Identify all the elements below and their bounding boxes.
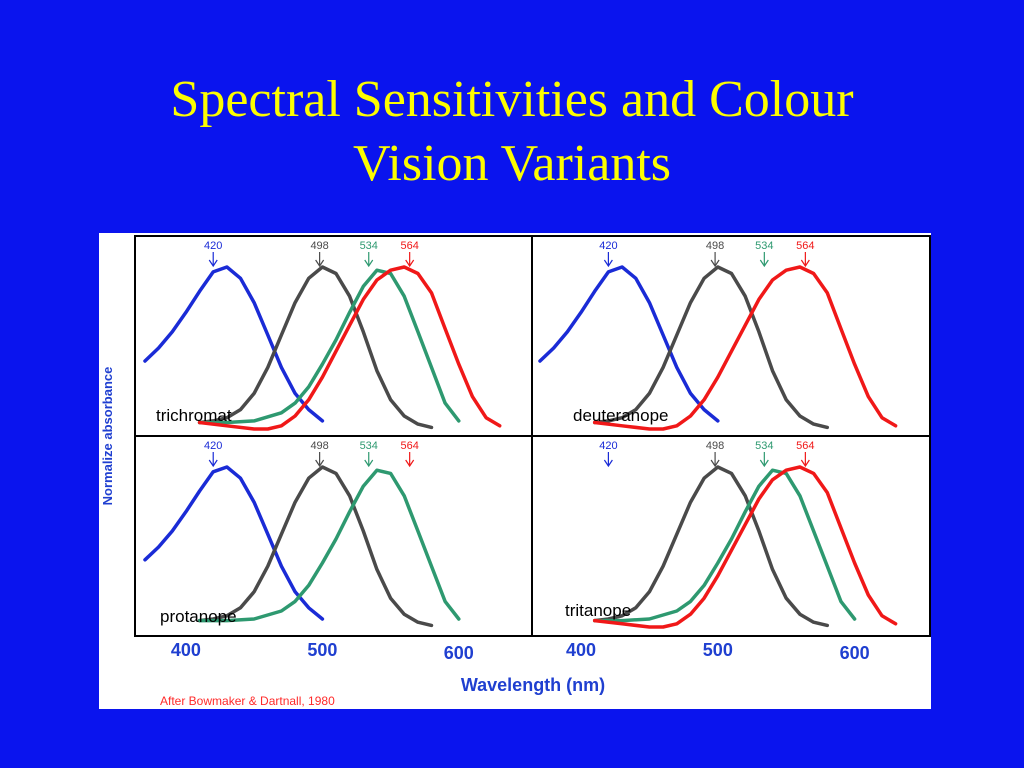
peak-arrowhead-tritanope-564 bbox=[800, 459, 810, 468]
x-tick-label-400-protanope: 400 bbox=[171, 640, 201, 660]
peak-label-tritanope-564: 564 bbox=[796, 440, 814, 452]
curve-tritanope-M bbox=[592, 468, 857, 623]
peak-label-protanope-564: 564 bbox=[400, 440, 418, 452]
peak-label-trichromat-498: 498 bbox=[310, 240, 328, 252]
peak-label-tritanope-534: 534 bbox=[755, 440, 773, 452]
x-tick-label-500-protanope: 500 bbox=[307, 640, 337, 660]
panel-name-protanope: protanope bbox=[160, 607, 237, 626]
panel-name-tritanope: tritanope bbox=[565, 601, 631, 620]
peak-arrowhead-protanope-420 bbox=[208, 459, 218, 468]
peak-label-trichromat-534: 534 bbox=[360, 240, 378, 252]
curve-protanope-rod bbox=[197, 465, 434, 628]
curve-deuteranope-rod bbox=[592, 265, 830, 430]
peak-arrowhead-tritanope-534 bbox=[759, 459, 769, 468]
curve-deuteranope-L bbox=[592, 265, 898, 431]
curve-trichromat-S bbox=[143, 265, 325, 423]
peak-arrowhead-protanope-564 bbox=[405, 459, 415, 468]
curve-trichromat-L bbox=[197, 265, 502, 431]
curve-protanope-M bbox=[197, 468, 461, 623]
peak-arrowhead-protanope-498 bbox=[315, 459, 325, 468]
peak-label-tritanope-420: 420 bbox=[599, 440, 617, 452]
panel-name-deuteranope: deuteranope bbox=[573, 406, 668, 425]
x-ticks-layer: 400 500 600 400 500 600 bbox=[171, 640, 870, 663]
curve-trichromat-rod bbox=[197, 265, 434, 430]
panel-name-trichromat: trichromat bbox=[156, 406, 232, 425]
peak-arrowhead-deuteranope-564 bbox=[800, 259, 810, 268]
peak-label-protanope-420: 420 bbox=[204, 440, 222, 452]
peak-arrowhead-trichromat-564 bbox=[405, 259, 415, 268]
peak-label-deuteranope-564: 564 bbox=[796, 240, 814, 252]
spectral-figure: 420 498 534 564 trichromat 420 498 534 564 deuter… bbox=[99, 233, 931, 709]
peak-label-deuteranope-420: 420 bbox=[599, 240, 617, 252]
peak-label-tritanope-498: 498 bbox=[706, 440, 724, 452]
peak-arrowhead-protanope-534 bbox=[364, 459, 374, 468]
peak-arrowhead-deuteranope-534 bbox=[759, 259, 769, 268]
slide-title-line-1: Spectral Sensitivities and Colour bbox=[170, 71, 854, 128]
curve-trichromat-M bbox=[197, 268, 461, 425]
y-axis-label: Normalize absorbance bbox=[100, 367, 115, 506]
peak-arrowhead-deuteranope-498 bbox=[710, 259, 720, 268]
x-tick-label-600-protanope: 600 bbox=[444, 643, 474, 663]
peak-label-trichromat-564: 564 bbox=[400, 240, 418, 252]
peak-arrowhead-tritanope-420 bbox=[603, 459, 613, 468]
citation: After Bowmaker & Dartnall, 1980 bbox=[160, 694, 335, 708]
panel-trichromat: 420 498 534 564 trichromat bbox=[143, 240, 502, 431]
x-tick-label-600-tritanope: 600 bbox=[840, 643, 870, 663]
panel-deuteranope: 420 498 534 564 deuteranope bbox=[538, 240, 898, 431]
peak-arrowhead-trichromat-534 bbox=[364, 259, 374, 268]
x-axis-label: Wavelength (nm) bbox=[461, 675, 605, 695]
curve-tritanope-L bbox=[592, 465, 898, 629]
peak-arrowhead-trichromat-498 bbox=[315, 259, 325, 268]
peak-arrowhead-tritanope-498 bbox=[710, 459, 720, 468]
curve-protanope-S bbox=[143, 465, 325, 621]
slide-title: Spectral Sensitivities and Colour Vision… bbox=[0, 68, 1024, 196]
panel-tritanope: 420 498 534 564 tritanope bbox=[565, 440, 898, 629]
peak-arrowhead-deuteranope-420 bbox=[603, 259, 613, 268]
curve-tritanope-rod bbox=[592, 465, 830, 628]
peak-label-deuteranope-534: 534 bbox=[755, 240, 773, 252]
peak-arrowhead-trichromat-420 bbox=[208, 259, 218, 268]
peak-label-deuteranope-498: 498 bbox=[706, 240, 724, 252]
x-tick-label-500-tritanope: 500 bbox=[703, 640, 733, 660]
slide-title-line-2: Vision Variants bbox=[352, 135, 672, 192]
panel-protanope: 420 498 534 564 protanope bbox=[143, 440, 461, 628]
curve-deuteranope-S bbox=[538, 265, 720, 423]
panels-layer: 420 498 534 564 trichromat 420 498 534 564 deuter… bbox=[143, 240, 898, 629]
peak-label-trichromat-420: 420 bbox=[204, 240, 222, 252]
spectral-chart: 420 498 534 564 trichromat 420 498 534 564 deuter… bbox=[100, 235, 931, 708]
peak-label-protanope-534: 534 bbox=[360, 440, 378, 452]
peak-label-protanope-498: 498 bbox=[310, 440, 328, 452]
x-tick-label-400-tritanope: 400 bbox=[566, 640, 596, 660]
